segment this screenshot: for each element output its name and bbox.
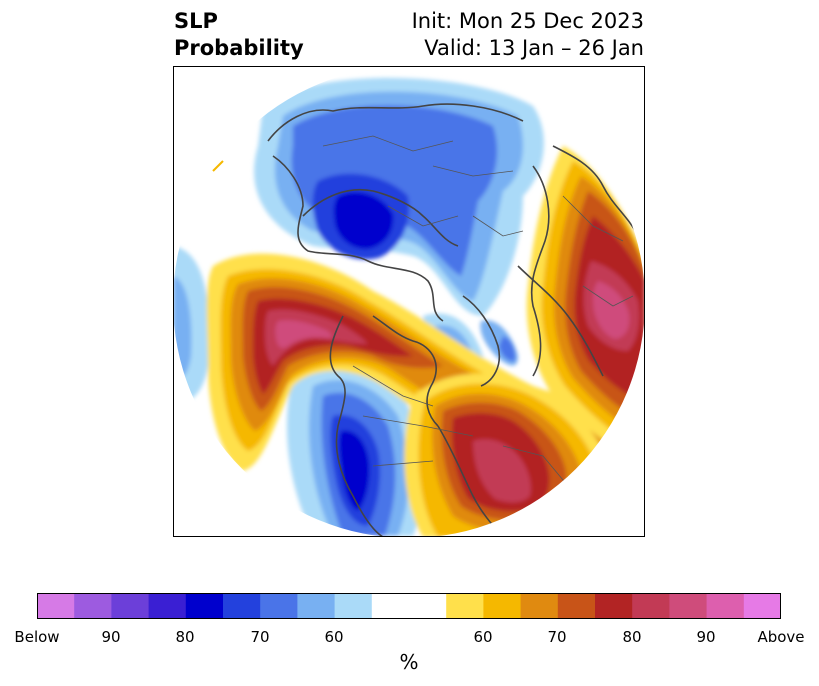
dateline-fragment bbox=[212, 160, 224, 172]
title-left: SLP Probability bbox=[174, 8, 304, 62]
colorbar-cell bbox=[483, 593, 522, 619]
below-region-arctic bbox=[254, 77, 544, 317]
colorbar-cell bbox=[446, 593, 484, 619]
colorbar-unit-label: % bbox=[399, 650, 419, 674]
colorbar-cell bbox=[223, 593, 261, 619]
country-borders bbox=[322, 135, 634, 487]
map-frame bbox=[173, 66, 645, 537]
colorbar-tick-label: 70 bbox=[547, 628, 567, 646]
colorbar-tick-label: 70 bbox=[250, 628, 270, 646]
colorbar-cell bbox=[148, 593, 187, 619]
colorbar-cell bbox=[743, 593, 781, 619]
colorbar-cell bbox=[706, 593, 745, 619]
colorbar-tick-label: Above bbox=[757, 628, 805, 646]
colorbar-tick-label: 90 bbox=[696, 628, 716, 646]
probability-map bbox=[173, 66, 645, 537]
colorbar-cell bbox=[409, 593, 447, 619]
colorbar-tick-label: 90 bbox=[101, 628, 121, 646]
colorbar-cell bbox=[632, 593, 670, 619]
colorbar-cell bbox=[334, 593, 373, 619]
colorbar-cell bbox=[37, 593, 75, 619]
colorbar-cell bbox=[74, 593, 112, 619]
title-right: Init: Mon 25 Dec 2023 Valid: 13 Jan – 26… bbox=[412, 8, 644, 62]
colorbar-cell bbox=[557, 593, 596, 619]
colorbar-cell bbox=[520, 593, 559, 619]
colorbar-tick-label: 60 bbox=[324, 628, 344, 646]
colorbar-tick-label: 60 bbox=[473, 628, 493, 646]
title-type: Probability bbox=[174, 36, 304, 60]
colorbar-cell bbox=[297, 593, 336, 619]
colorbar-cell bbox=[371, 593, 410, 619]
colorbar bbox=[37, 593, 781, 619]
valid-range: Valid: 13 Jan – 26 Jan bbox=[424, 36, 644, 60]
colorbar-tick-label: 80 bbox=[175, 628, 195, 646]
colorbar-tick-label: 80 bbox=[622, 628, 642, 646]
colorbar-tick-label: Below bbox=[14, 628, 60, 646]
colorbar-cell bbox=[111, 593, 150, 619]
colorbar-cell bbox=[260, 593, 298, 619]
colorbar-cell bbox=[595, 593, 633, 619]
init-date: Init: Mon 25 Dec 2023 bbox=[411, 9, 644, 33]
title-variable: SLP bbox=[174, 9, 218, 33]
above-region-eurasia bbox=[526, 146, 645, 466]
colorbar-cell bbox=[185, 593, 224, 619]
colorbar-cell bbox=[669, 593, 708, 619]
